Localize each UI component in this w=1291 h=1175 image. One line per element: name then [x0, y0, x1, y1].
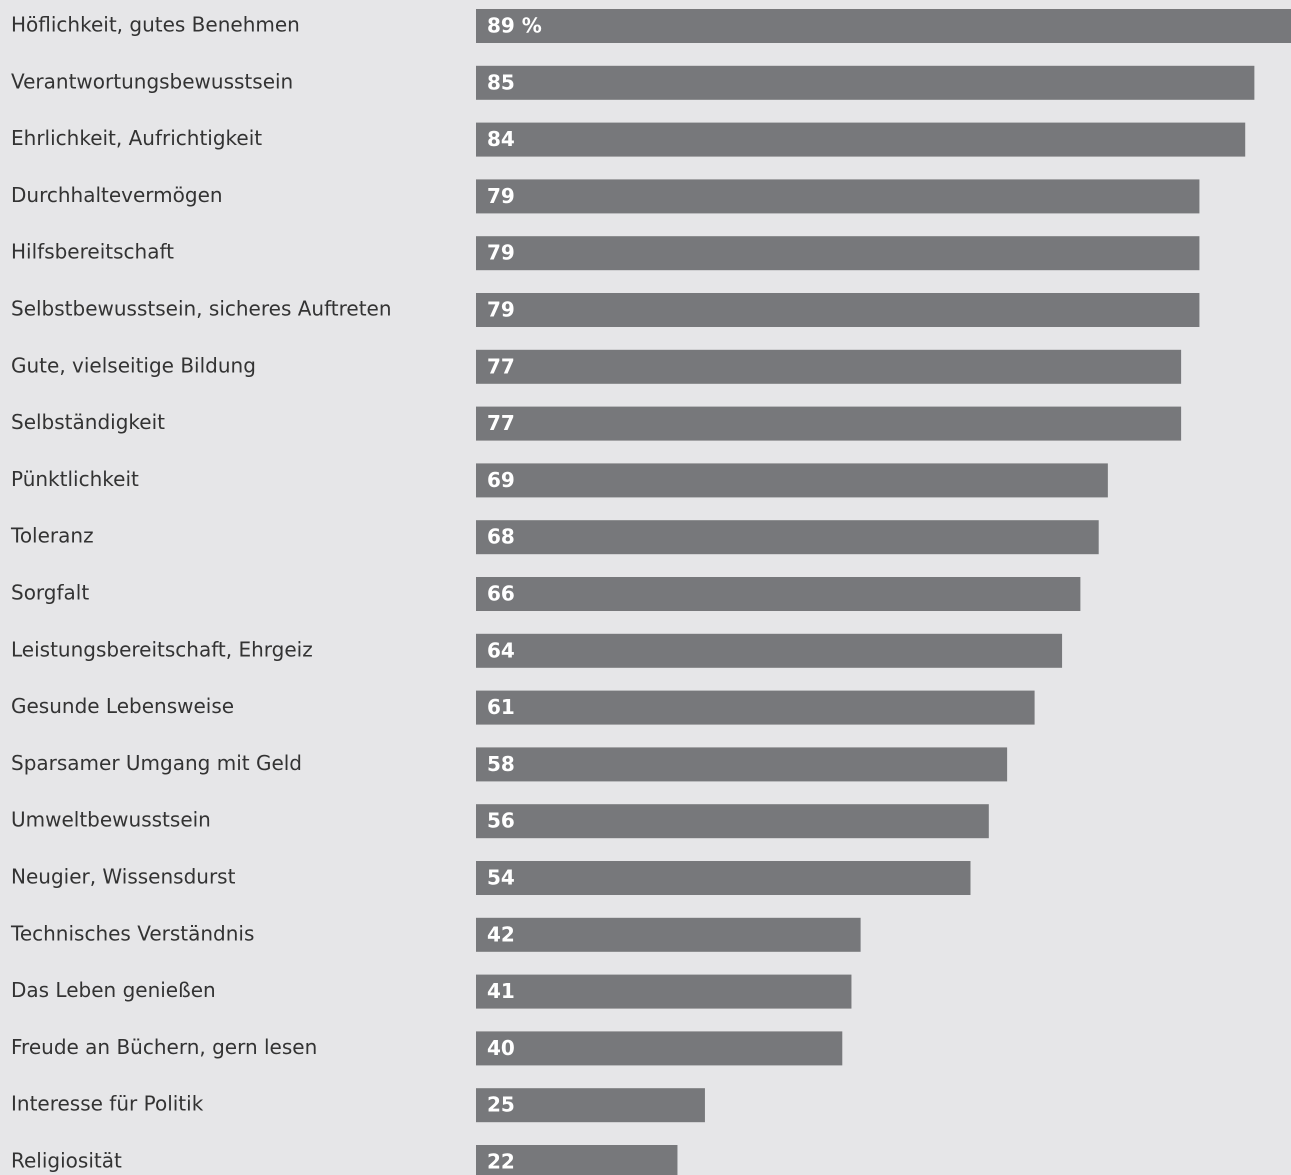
bar — [476, 9, 1291, 43]
category-label: Freude an Büchern, gern lesen — [11, 1035, 317, 1059]
bar-row: Ehrlichkeit, Aufrichtigkeit 84 — [11, 122, 1246, 157]
value-label: 42 — [487, 922, 515, 946]
bar — [476, 1145, 678, 1175]
bar-row: Religiosität 22 — [11, 1145, 678, 1175]
category-label: Verantwortungsbewusstsein — [11, 69, 293, 93]
bar-row: Das Leben genießen 41 — [11, 974, 852, 1009]
category-label: Religiosität — [11, 1149, 122, 1173]
category-label: Neugier, Wissensdurst — [11, 865, 236, 889]
value-label: 77 — [487, 411, 515, 435]
bar — [476, 804, 989, 839]
bar — [476, 122, 1246, 157]
bar-row: Neugier, Wissensdurst 54 — [11, 861, 971, 895]
value-label: 79 — [487, 241, 515, 265]
bar-row: Gute, vielseitige Bildung 77 — [11, 349, 1182, 384]
value-label: 22 — [487, 1150, 515, 1174]
bar — [476, 236, 1200, 271]
category-label: Hilfsbereitschaft — [11, 240, 174, 264]
bar — [476, 65, 1255, 100]
category-label: Ehrlichkeit, Aufrichtigkeit — [11, 126, 262, 150]
bar-row: Freude an Büchern, gern lesen 40 — [11, 1031, 843, 1066]
category-label: Höflichkeit, gutes Benehmen — [11, 13, 300, 37]
category-label: Toleranz — [10, 524, 94, 548]
category-label: Selbstbewusstsein, sicheres Auftreten — [11, 297, 392, 321]
bar — [476, 406, 1182, 441]
category-label: Das Leben genießen — [11, 978, 216, 1002]
bar — [476, 690, 1035, 725]
bar — [476, 463, 1108, 498]
category-label: Sorgfalt — [11, 581, 89, 605]
value-label: 64 — [487, 638, 515, 662]
value-label: 79 — [487, 298, 515, 322]
value-label: 25 — [487, 1093, 515, 1117]
value-label: 85 — [487, 70, 515, 94]
bar — [476, 861, 971, 895]
category-label: Gute, vielseitige Bildung — [11, 353, 256, 377]
category-label: Durchhaltevermögen — [11, 183, 223, 207]
bar — [476, 917, 861, 952]
bar — [476, 974, 852, 1009]
bar — [476, 179, 1200, 214]
value-label: 56 — [487, 809, 515, 833]
value-label: 58 — [487, 752, 515, 776]
bar — [476, 747, 1008, 782]
category-label: Interesse für Politik — [11, 1092, 204, 1116]
bar-row: Pünktlichkeit 69 — [11, 463, 1108, 498]
category-label: Gesunde Lebensweise — [11, 694, 234, 718]
bar-row: Selbstbewusstsein, sicheres Auftreten 79 — [11, 293, 1200, 327]
category-label: Umweltbewusstsein — [11, 808, 211, 832]
bar-row: Durchhaltevermögen 79 — [11, 179, 1200, 214]
category-label: Leistungsbereitschaft, Ehrgeiz — [11, 637, 313, 661]
bar-row: Umweltbewusstsein 56 — [11, 804, 989, 839]
value-label: 84 — [487, 127, 515, 151]
bar — [476, 520, 1099, 555]
value-label: 41 — [487, 979, 515, 1003]
category-label: Technisches Verständnis — [10, 921, 254, 945]
value-label: 69 — [487, 468, 515, 492]
value-label: 89 % — [487, 14, 542, 38]
value-label: 66 — [487, 582, 515, 606]
bar-row: Sparsamer Umgang mit Geld 58 — [11, 747, 1008, 782]
value-label: 61 — [487, 695, 515, 719]
bar-row: Toleranz 68 — [10, 520, 1099, 555]
bar-row: Selbständigkeit 77 — [11, 406, 1182, 441]
bar — [476, 633, 1063, 668]
bar-row: Technisches Verständnis 42 — [10, 917, 861, 952]
bar — [476, 1031, 843, 1066]
value-label: 40 — [487, 1036, 515, 1060]
value-label: 79 — [487, 184, 515, 208]
bar-row: Leistungsbereitschaft, Ehrgeiz 64 — [11, 633, 1063, 668]
bar-row: Interesse für Politik 25 — [11, 1088, 705, 1123]
bar-row: Sorgfalt 66 — [11, 577, 1081, 611]
value-label: 68 — [487, 525, 515, 549]
category-label: Selbständigkeit — [11, 410, 165, 434]
category-label: Sparsamer Umgang mit Geld — [11, 751, 302, 775]
bar — [476, 349, 1182, 384]
bar-row: Höflichkeit, gutes Benehmen 89 % — [11, 9, 1291, 43]
value-label: 77 — [487, 354, 515, 378]
bars-layer: Höflichkeit, gutes Benehmen 89 % Verantwor… — [10, 9, 1291, 1175]
value-label: 54 — [487, 866, 515, 890]
bar-row: Gesunde Lebensweise 61 — [11, 690, 1035, 725]
category-label: Pünktlichkeit — [11, 467, 139, 491]
bar — [476, 1088, 705, 1123]
bar — [476, 293, 1200, 327]
bar-row: Hilfsbereitschaft 79 — [11, 236, 1200, 271]
bar-row: Verantwortungsbewusstsein 85 — [11, 65, 1255, 100]
bar — [476, 577, 1081, 611]
